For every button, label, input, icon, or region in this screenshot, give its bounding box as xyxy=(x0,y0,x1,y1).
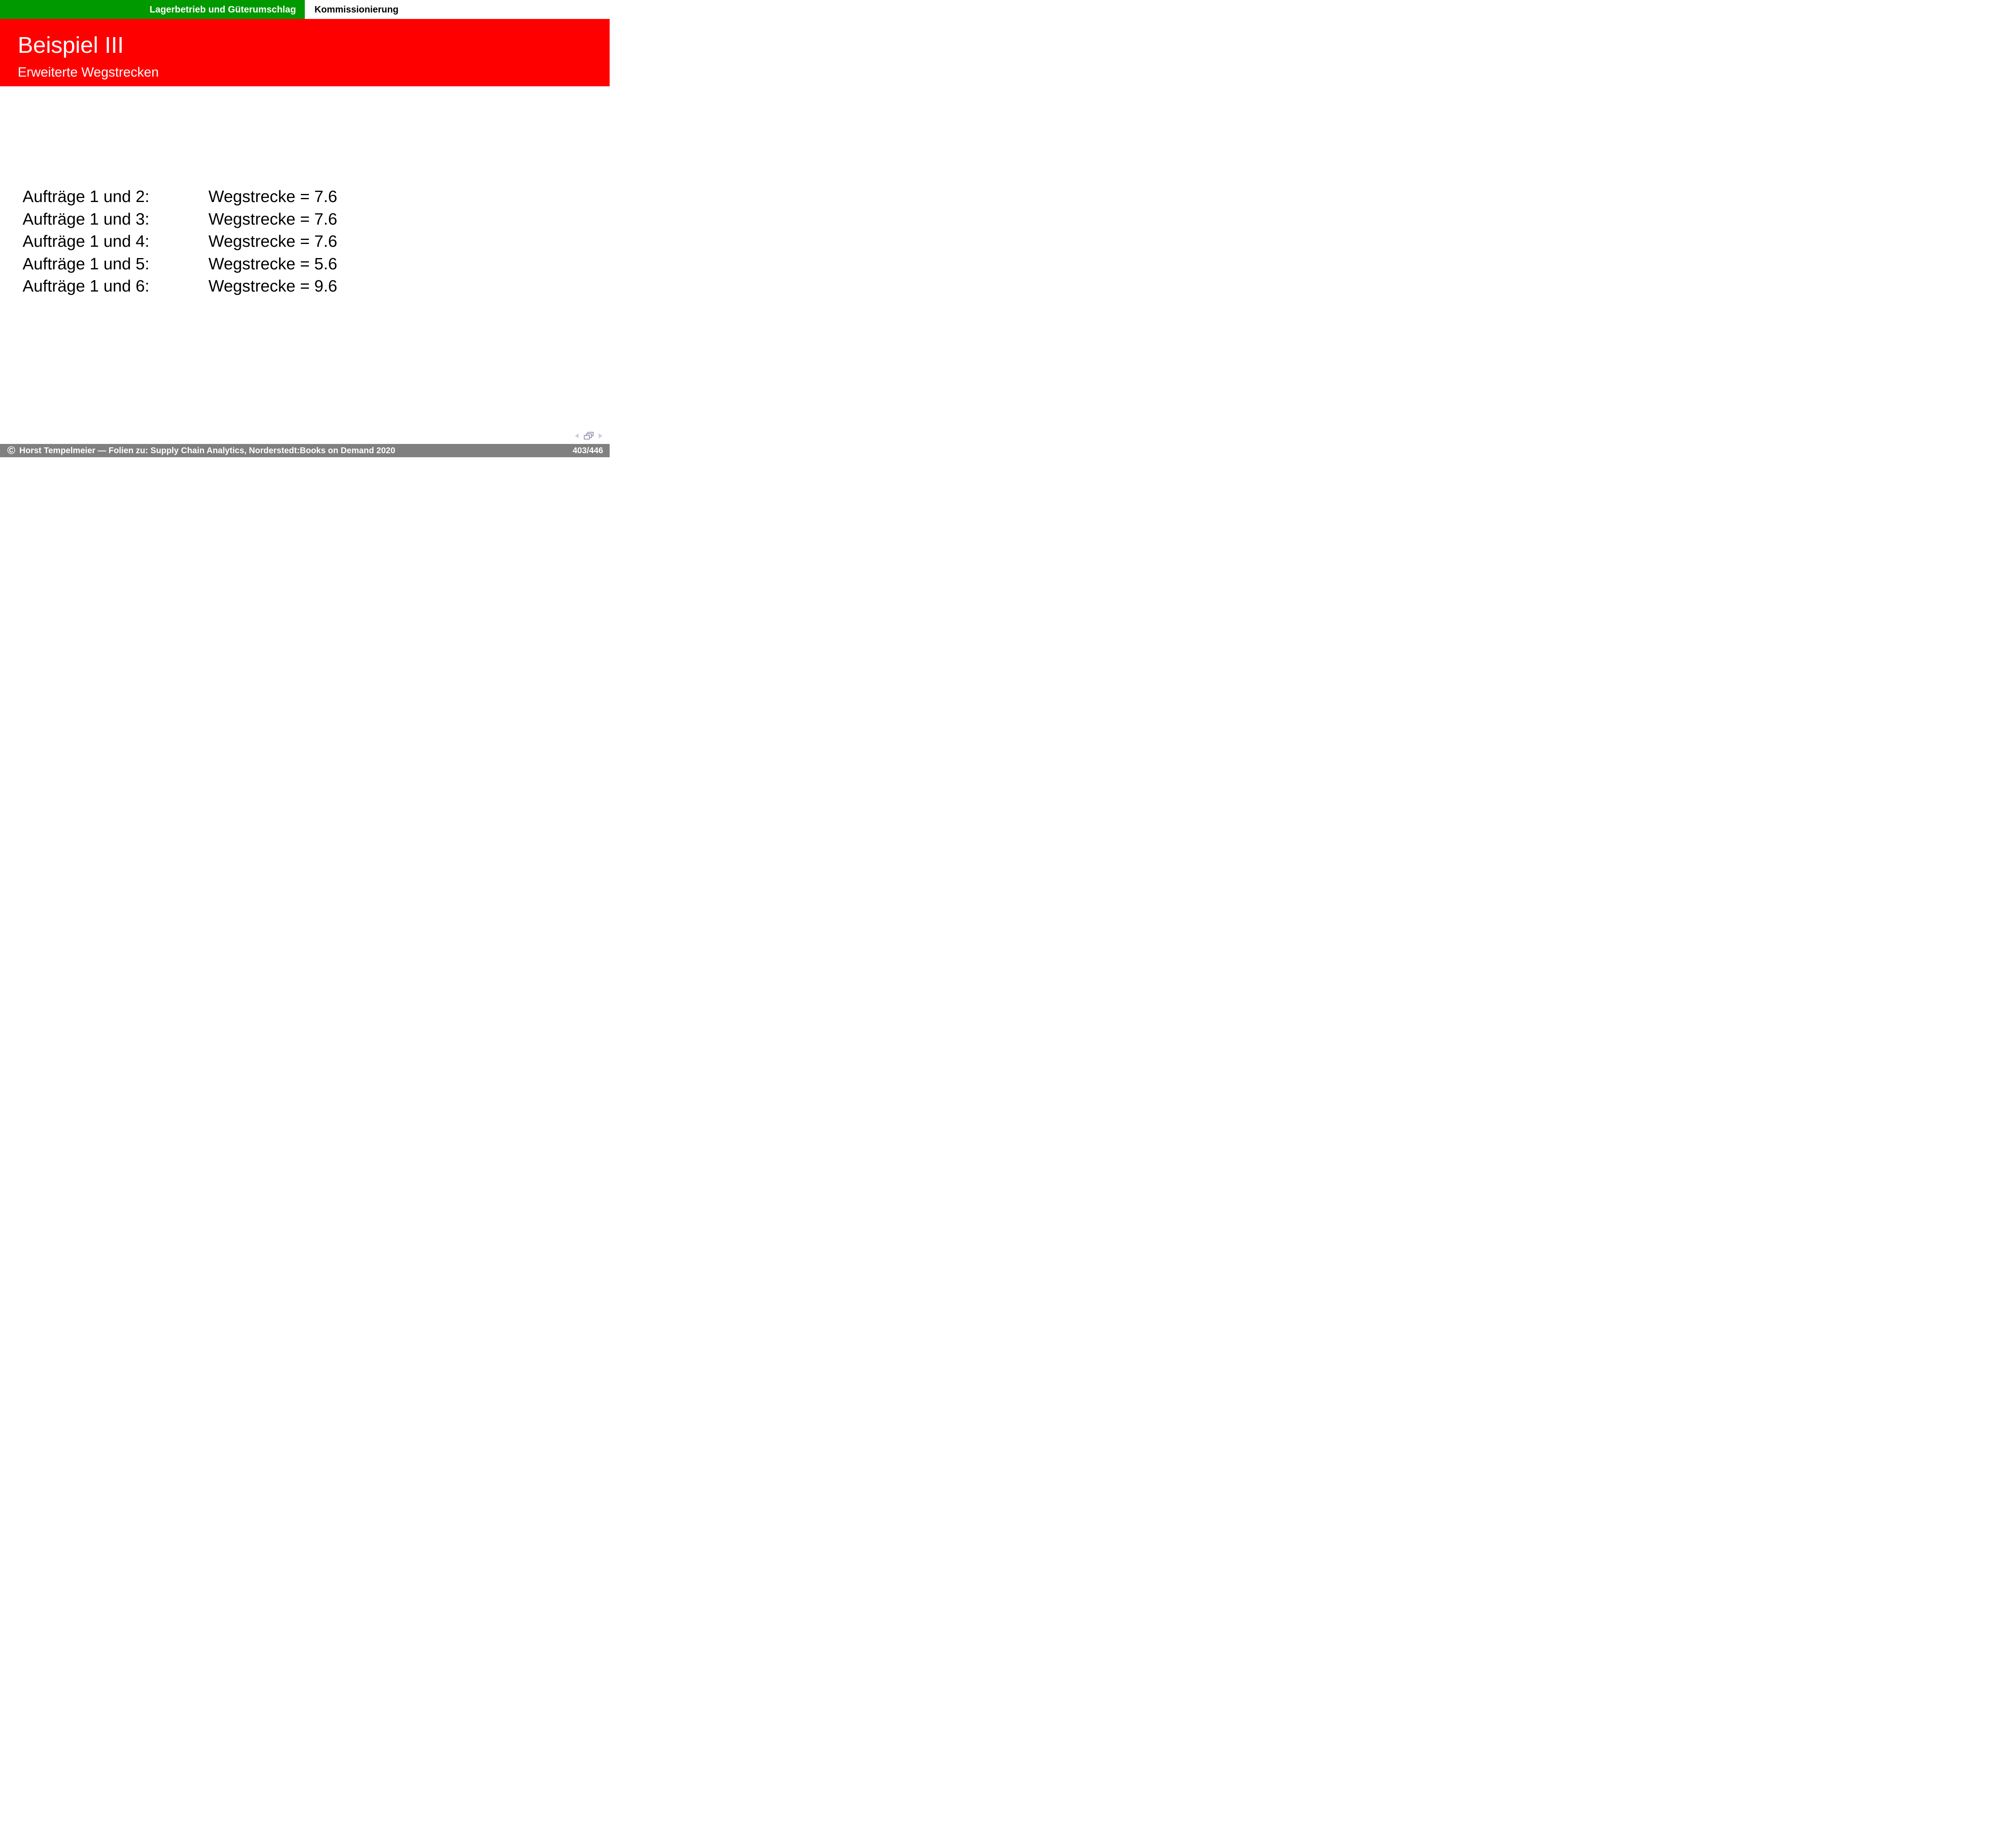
orders-label: Aufträge 1 und 6: xyxy=(23,277,150,296)
distance-value: Wegstrecke = 7.6 xyxy=(208,187,337,206)
slide-header: Beispiel III Erweiterte Wegstrecken xyxy=(0,19,610,86)
slide-navigation-controls xyxy=(575,432,602,440)
top-navigation-bar: Lagerbetrieb und Güterumschlag Kommissio… xyxy=(0,0,610,19)
distance-value: Wegstrecke = 7.6 xyxy=(208,232,337,251)
orders-label: Aufträge 1 und 4: xyxy=(23,232,150,251)
prev-slide-icon[interactable] xyxy=(575,433,579,438)
footer-bar: © Horst Tempelmeier — Folien zu: Supply … xyxy=(0,444,610,457)
frames-overview-icon[interactable] xyxy=(584,432,594,440)
distance-list: Aufträge 1 und 2: Wegstrecke = 7.6 Auftr… xyxy=(23,185,337,298)
slide-title: Beispiel III xyxy=(18,32,124,58)
distance-row: Aufträge 1 und 5: Wegstrecke = 5.6 xyxy=(23,253,337,275)
page-indicator: 403/446 xyxy=(573,446,603,455)
distance-value: Wegstrecke = 5.6 xyxy=(208,254,337,273)
topbar-section-kommissionierung-label: Kommissionierung xyxy=(314,4,399,15)
distance-value: Wegstrecke = 7.6 xyxy=(208,209,337,228)
distance-row: Aufträge 1 und 3: Wegstrecke = 7.6 xyxy=(23,208,337,231)
frame-front-icon xyxy=(584,435,590,440)
topbar-section-lagerbetrieb-label: Lagerbetrieb und Güterumschlag xyxy=(150,4,296,15)
slide-subtitle: Erweiterte Wegstrecken xyxy=(18,65,159,79)
distance-value: Wegstrecke = 9.6 xyxy=(208,277,337,296)
topbar-section-lagerbetrieb[interactable]: Lagerbetrieb und Güterumschlag xyxy=(0,0,305,19)
orders-label: Aufträge 1 und 5: xyxy=(23,254,150,273)
orders-label: Aufträge 1 und 2: xyxy=(23,187,150,206)
next-slide-icon[interactable] xyxy=(599,433,602,438)
topbar-section-kommissionierung[interactable]: Kommissionierung xyxy=(305,0,610,19)
distance-row: Aufträge 1 und 4: Wegstrecke = 7.6 xyxy=(23,230,337,253)
presentation-slide: Lagerbetrieb und Güterumschlag Kommissio… xyxy=(0,0,610,457)
footer-attribution: Horst Tempelmeier — Folien zu: Supply Ch… xyxy=(19,446,396,455)
copyright-icon: © xyxy=(7,444,15,456)
orders-label: Aufträge 1 und 3: xyxy=(23,209,150,228)
distance-row: Aufträge 1 und 6: Wegstrecke = 9.6 xyxy=(23,275,337,298)
distance-row: Aufträge 1 und 2: Wegstrecke = 7.6 xyxy=(23,185,337,208)
